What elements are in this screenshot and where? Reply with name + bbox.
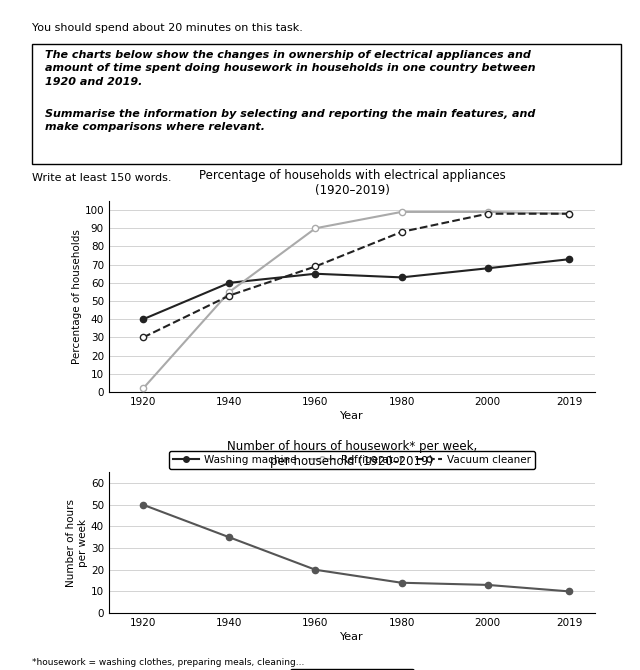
Text: *housework = washing clothes, preparing meals, cleaning...: *housework = washing clothes, preparing …: [32, 658, 305, 667]
Title: Percentage of households with electrical appliances
(1920–2019): Percentage of households with electrical…: [198, 169, 506, 197]
X-axis label: Year: Year: [340, 411, 364, 421]
Y-axis label: Percentage of households: Percentage of households: [72, 229, 81, 364]
Legend: Hours per week: Hours per week: [290, 669, 414, 670]
Title: Number of hours of housework* per week,
per household (1920–2019): Number of hours of housework* per week, …: [227, 440, 477, 468]
Text: Summarise the information by selecting and reporting the main features, and
make: Summarise the information by selecting a…: [45, 109, 535, 132]
Text: You should spend about 20 minutes on this task.: You should spend about 20 minutes on thi…: [32, 23, 303, 34]
Y-axis label: Number of hours
per week: Number of hours per week: [67, 498, 88, 587]
Text: Write at least 150 words.: Write at least 150 words.: [32, 173, 172, 183]
Text: The charts below show the changes in ownership of electrical appliances and
amou: The charts below show the changes in own…: [45, 50, 535, 86]
X-axis label: Year: Year: [340, 632, 364, 642]
Legend: Washing machine, Refrigerator, Vacuum cleaner: Washing machine, Refrigerator, Vacuum cl…: [169, 451, 535, 469]
